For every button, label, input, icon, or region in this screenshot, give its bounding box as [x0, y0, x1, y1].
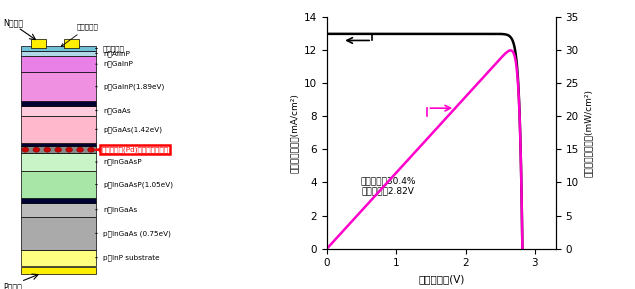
Bar	[21, 153, 95, 171]
Bar	[21, 250, 95, 266]
Y-axis label: パワー密度　：　(mW/cm²): パワー密度 ： (mW/cm²)	[584, 89, 593, 177]
Bar	[21, 101, 95, 105]
Ellipse shape	[77, 147, 83, 152]
Text: p型InP substrate: p型InP substrate	[95, 254, 159, 261]
Text: 反射防止層: 反射防止層	[61, 24, 98, 47]
Text: p型GaInP(1.89eV): p型GaInP(1.89eV)	[95, 84, 164, 90]
Bar	[21, 267, 95, 274]
Bar	[21, 105, 95, 116]
Text: p型GaAs(1.42eV): p型GaAs(1.42eV)	[95, 126, 162, 133]
Bar	[21, 56, 95, 72]
Text: 反射防止層: 反射防止層	[95, 45, 125, 52]
Text: p型InGaAs (0.75eV): p型InGaAs (0.75eV)	[95, 230, 171, 237]
Bar	[64, 39, 79, 48]
Bar	[21, 72, 95, 101]
Text: n型InGaAs: n型InGaAs	[95, 206, 137, 213]
Ellipse shape	[55, 147, 62, 152]
Bar	[21, 143, 95, 147]
Bar	[21, 116, 95, 143]
Text: n型InGaAsP: n型InGaAsP	[95, 159, 142, 165]
Bar	[21, 217, 95, 250]
Ellipse shape	[33, 147, 39, 152]
Bar	[21, 51, 95, 56]
Y-axis label: 電流密度　：　(mA/cm²): 電流密度 ： (mA/cm²)	[290, 93, 298, 173]
Ellipse shape	[22, 147, 29, 152]
Ellipse shape	[66, 147, 72, 152]
Ellipse shape	[88, 147, 95, 152]
Bar	[21, 46, 95, 51]
Bar	[21, 147, 95, 153]
Text: n型GaInP: n型GaInP	[95, 61, 133, 67]
Text: パラジウム(Pd)ナノ粒子の配列: パラジウム(Pd)ナノ粒子の配列	[97, 147, 169, 153]
Text: P側電極: P側電極	[3, 282, 22, 289]
Ellipse shape	[44, 147, 51, 152]
Bar	[21, 171, 95, 198]
X-axis label: 電圧　：　(V): 電圧 ： (V)	[418, 274, 465, 284]
Bar	[31, 39, 46, 48]
Bar	[21, 198, 95, 203]
Text: N側電極: N側電極	[3, 18, 23, 27]
Bar	[21, 203, 95, 217]
Text: 変換効率～30.4%
開放電圧～2.82V: 変換効率～30.4% 開放電圧～2.82V	[360, 176, 416, 196]
Text: n型GaAs: n型GaAs	[95, 107, 131, 114]
Text: p型InGaAsP(1.05eV): p型InGaAsP(1.05eV)	[95, 181, 173, 188]
Text: n型AlInP: n型AlInP	[95, 50, 130, 57]
